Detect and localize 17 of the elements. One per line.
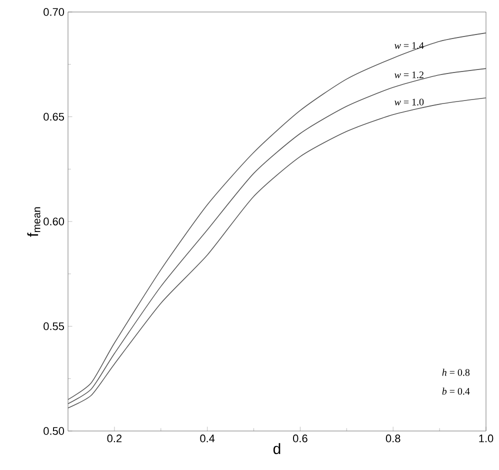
y-tick-label: 0.60 <box>44 218 64 226</box>
x-tick-label: 1.0 <box>479 434 494 442</box>
y-axis-title: f$_{mean}$ <box>27 207 40 237</box>
y-tick-label: 0.65 <box>44 112 64 121</box>
series-label: w = 1.0 <box>394 98 424 106</box>
y-tick-label: 0.70 <box>44 8 64 16</box>
annotation: h = 0.8 <box>442 368 470 376</box>
annotation: b = 0.4 <box>442 388 470 395</box>
y-tick-label: 0.55 <box>44 322 64 330</box>
series-label: w = 1.2 <box>394 71 424 78</box>
x-tick-label: 0.6 <box>293 434 308 442</box>
y-tick-label: 0.50 <box>44 427 64 435</box>
x-tick-label: 0.8 <box>386 434 400 442</box>
series-label: w = 1.4 <box>394 42 424 49</box>
x-tick-label: 0.4 <box>200 434 215 442</box>
x-axis-title: d <box>273 443 280 454</box>
x-tick-label: 0.2 <box>107 434 122 442</box>
